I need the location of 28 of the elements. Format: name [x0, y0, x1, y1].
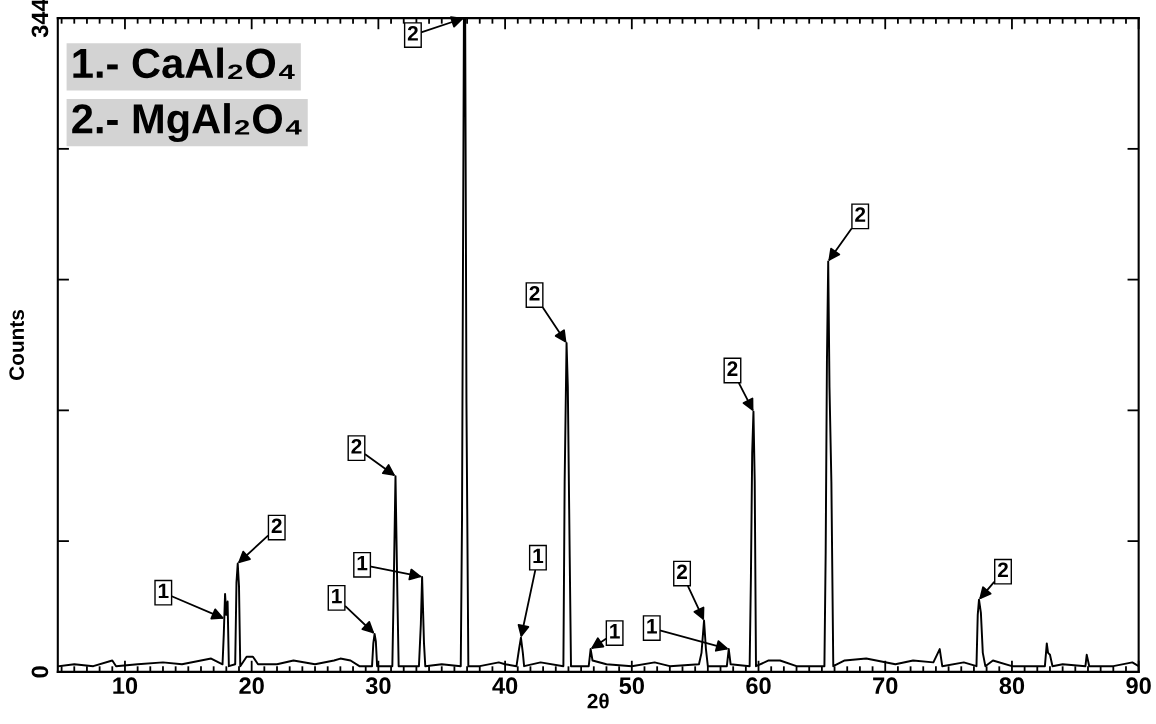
x-tick-label: 40: [492, 677, 518, 695]
x-axis-title: 2θ: [587, 693, 609, 709]
annotation: 1: [533, 548, 544, 564]
annotation: 1.- CaAl₂O₄: [73, 47, 295, 80]
x-tick-label: 90: [1126, 677, 1151, 695]
annotation: 1: [158, 583, 169, 599]
annotation: 1: [610, 624, 620, 639]
annotation: 2: [676, 564, 687, 579]
annotation: 1: [647, 619, 657, 634]
x-tick-label: 70: [873, 677, 898, 695]
annotation: 2: [855, 207, 866, 222]
annotation: 2: [407, 25, 418, 41]
x-tick-label: 20: [239, 677, 264, 695]
annotation: 2: [529, 285, 540, 301]
annotation: 1: [357, 555, 368, 571]
x-tick-label: 30: [365, 677, 391, 695]
annotation: 2: [997, 562, 1008, 578]
annotation: 2: [727, 361, 738, 376]
x-tick-label: 10: [113, 677, 138, 695]
annotation: 2: [271, 518, 282, 533]
x-tick-label: 60: [746, 677, 771, 695]
y-axis-title: Counts: [9, 309, 25, 380]
annotation: 1: [332, 588, 342, 604]
x-tick-label: 50: [619, 677, 644, 695]
x-tick-label: 80: [999, 677, 1025, 695]
y-tick-label: 0: [31, 666, 49, 678]
annotation: 2: [351, 438, 362, 454]
annotation: 2.- MgAl₂O₄: [72, 103, 302, 143]
